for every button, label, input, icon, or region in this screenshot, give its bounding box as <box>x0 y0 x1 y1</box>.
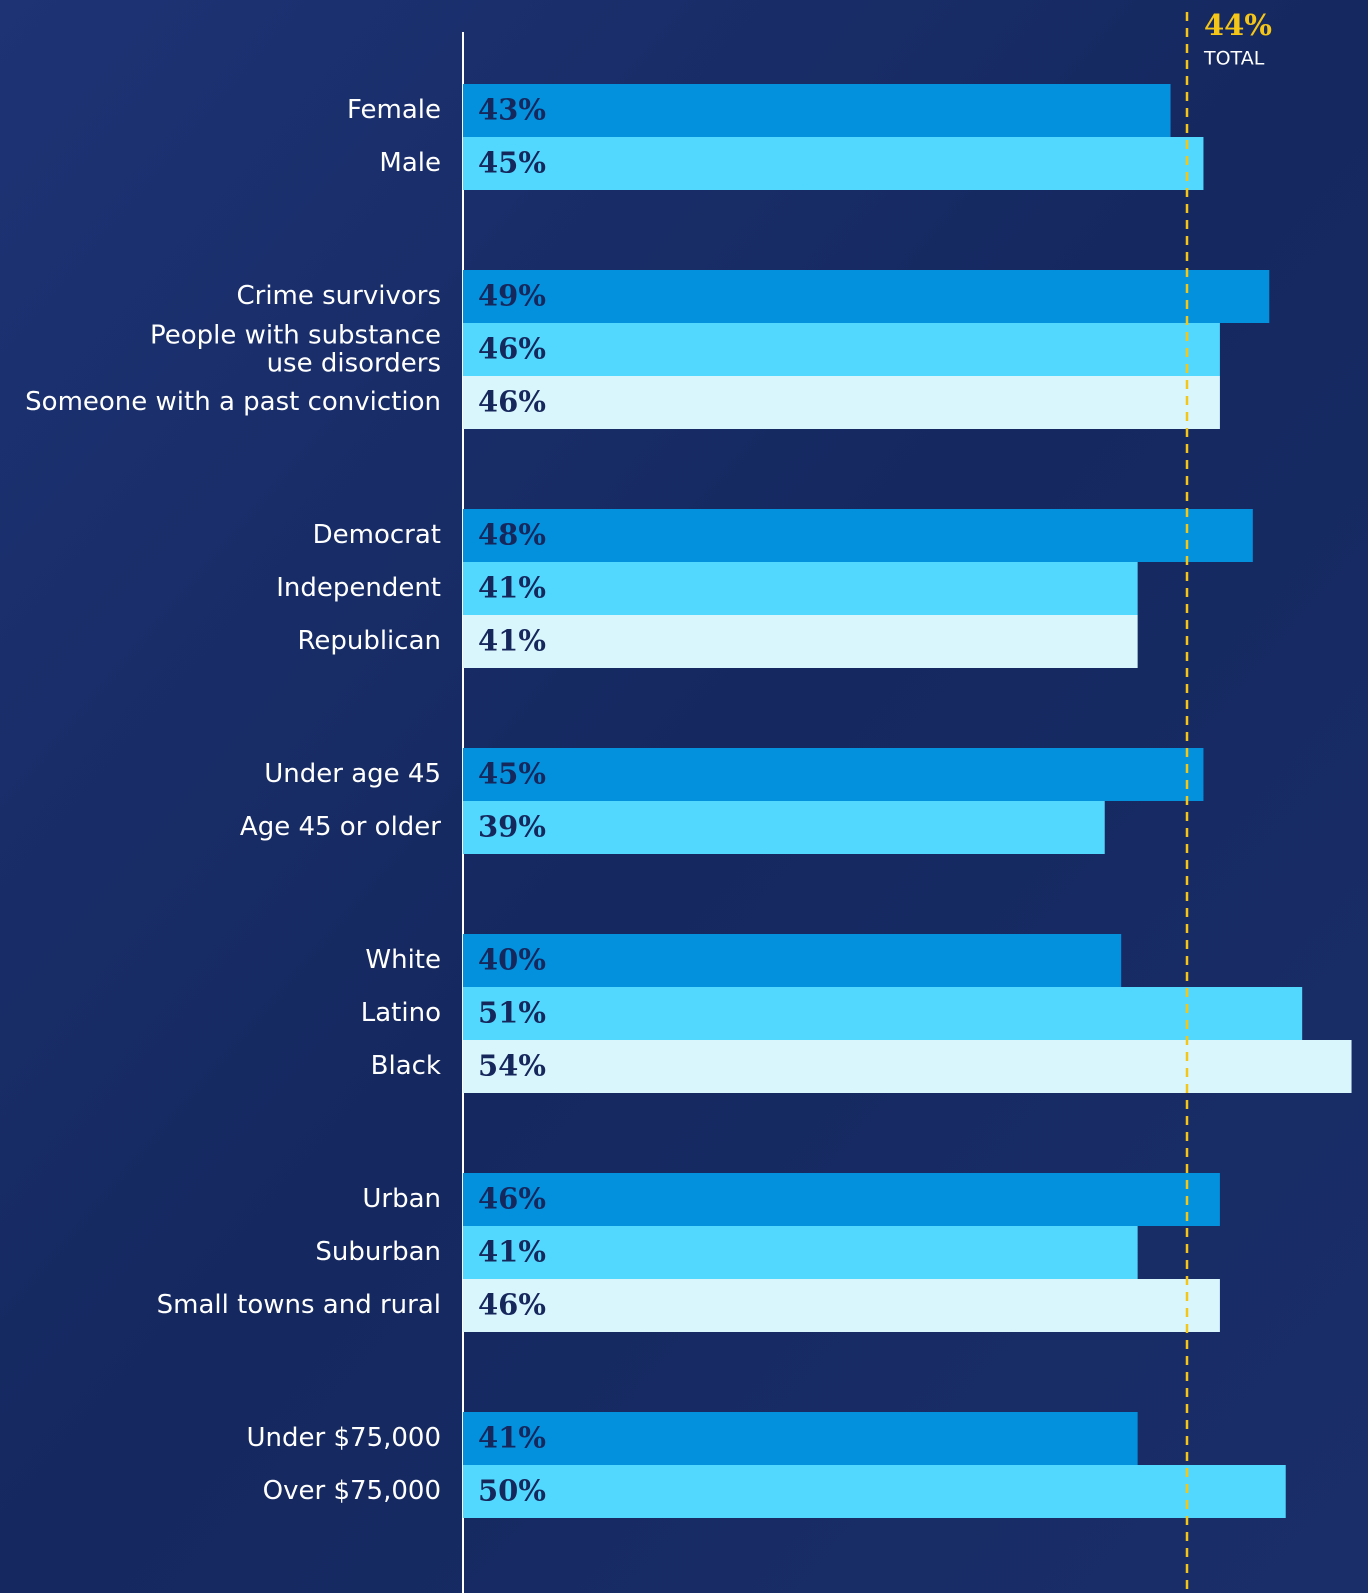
value-label: 46% <box>478 385 546 419</box>
value-label: 54% <box>478 1049 546 1083</box>
category-label: Age 45 or older <box>240 812 441 842</box>
value-label: 41% <box>478 1235 546 1269</box>
value-label: 41% <box>478 571 546 605</box>
reference-label: TOTAL <box>1203 48 1265 70</box>
bar <box>463 987 1303 1040</box>
bar <box>463 562 1138 615</box>
value-label: 45% <box>478 757 546 791</box>
value-label: 43% <box>478 93 546 127</box>
reference-value-label: 44% <box>1204 8 1272 42</box>
value-label: 49% <box>478 279 546 313</box>
category-label: Small towns and rural <box>157 1290 441 1320</box>
bar <box>463 1040 1352 1093</box>
category-label: Someone with a past conviction <box>25 387 441 417</box>
bar <box>463 323 1220 376</box>
bar <box>463 615 1138 668</box>
bar <box>463 270 1270 323</box>
bar <box>463 137 1204 190</box>
value-label: 41% <box>478 1421 546 1455</box>
bar <box>463 1173 1220 1226</box>
category-label: Urban <box>362 1184 441 1214</box>
bar <box>463 748 1204 801</box>
bar <box>463 1412 1138 1465</box>
bar <box>463 1465 1286 1518</box>
value-label: 46% <box>478 1182 546 1216</box>
category-label: Latino <box>361 998 441 1028</box>
category-label: People with substance use disorders <box>150 320 441 378</box>
value-label: 46% <box>478 332 546 366</box>
value-label: 41% <box>478 624 546 658</box>
category-label: Male <box>379 148 441 178</box>
value-label: 48% <box>478 518 546 552</box>
bar <box>463 509 1253 562</box>
bar <box>463 1279 1220 1332</box>
bar <box>463 801 1105 854</box>
value-label: 40% <box>478 943 546 977</box>
category-label: Crime survivors <box>236 281 441 311</box>
value-label: 45% <box>478 146 546 180</box>
value-label: 39% <box>478 810 546 844</box>
bar <box>463 84 1171 137</box>
value-label: 50% <box>478 1474 546 1508</box>
value-label: 51% <box>478 996 546 1030</box>
category-label: White <box>365 945 441 975</box>
bar <box>463 934 1122 987</box>
category-label: Democrat <box>313 520 441 550</box>
value-label: 46% <box>478 1288 546 1322</box>
category-label: Black <box>371 1051 441 1081</box>
category-label: Independent <box>276 573 441 603</box>
category-label: Under age 45 <box>264 759 441 789</box>
category-label: Suburban <box>315 1237 441 1267</box>
category-label: Female <box>347 95 441 125</box>
category-label: Over $75,000 <box>263 1476 441 1506</box>
category-label: Under $75,000 <box>247 1423 441 1453</box>
category-label: Republican <box>297 626 441 656</box>
bar <box>463 1226 1138 1279</box>
bar <box>463 376 1220 429</box>
